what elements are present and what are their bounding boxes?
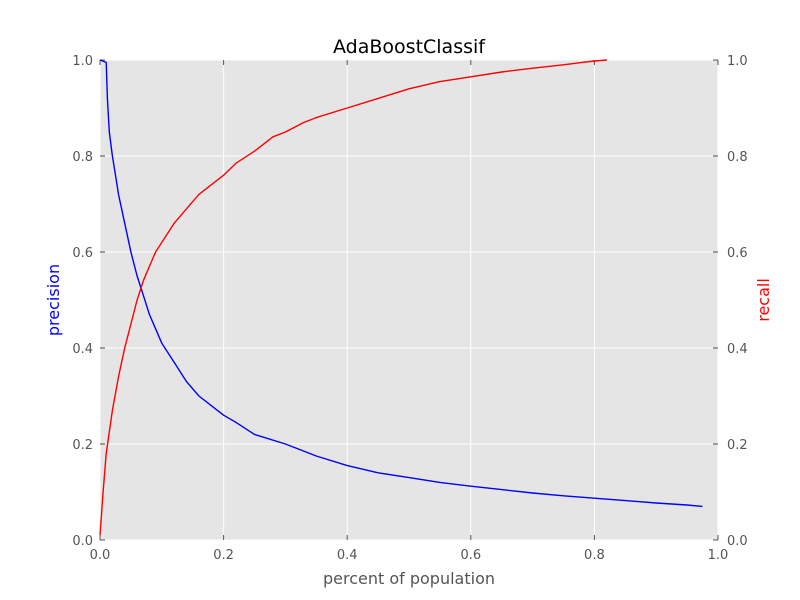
- recall-line: [99, 59, 607, 536]
- y-tick-label-left: 0.8: [72, 150, 93, 165]
- y-tick-label-right: 1.0: [727, 54, 748, 69]
- tick-labels: 0.0 0.2 0.4 0.6 0.8 1.00.00.20.40.60.81.00.00…: [72, 54, 747, 563]
- y-tick-label-left: 0.2: [72, 438, 93, 453]
- y-tick-label-left: 0.6: [72, 246, 93, 261]
- series-lines: [99, 59, 703, 536]
- y-axis-label-recall: recall: [754, 278, 773, 322]
- x-tick-label: 0.4: [337, 548, 358, 563]
- x-tick-label: 0.2: [213, 548, 234, 563]
- x-tick-label: 0.8: [584, 548, 605, 563]
- x-tick-label: 0.0: [90, 548, 111, 563]
- y-tick-label-left: 1.0: [72, 54, 93, 69]
- y-tick-label-left: 0.0: [72, 534, 93, 549]
- y-tick-label-left: 0.4: [72, 342, 93, 357]
- tick-marks: [99, 59, 719, 541]
- y-tick-label-right: 0.6: [727, 246, 748, 261]
- precision-line: [99, 59, 703, 508]
- y-axis-label-precision: precision: [44, 264, 63, 336]
- y-tick-label-right: 0.8: [727, 150, 748, 165]
- y-tick-label-right: 0.2: [727, 438, 748, 453]
- plot-background: [100, 60, 718, 540]
- chart-title: AdaBoostClassif: [333, 36, 486, 58]
- x-tick-label: 0.6: [460, 548, 481, 563]
- y-tick-label-right: 0.4: [727, 342, 748, 357]
- grid: [99, 59, 719, 541]
- y-tick-label-right: 0.0: [727, 534, 748, 549]
- x-tick-label: 1.0: [708, 548, 729, 563]
- x-axis-label: percent of population: [323, 569, 495, 588]
